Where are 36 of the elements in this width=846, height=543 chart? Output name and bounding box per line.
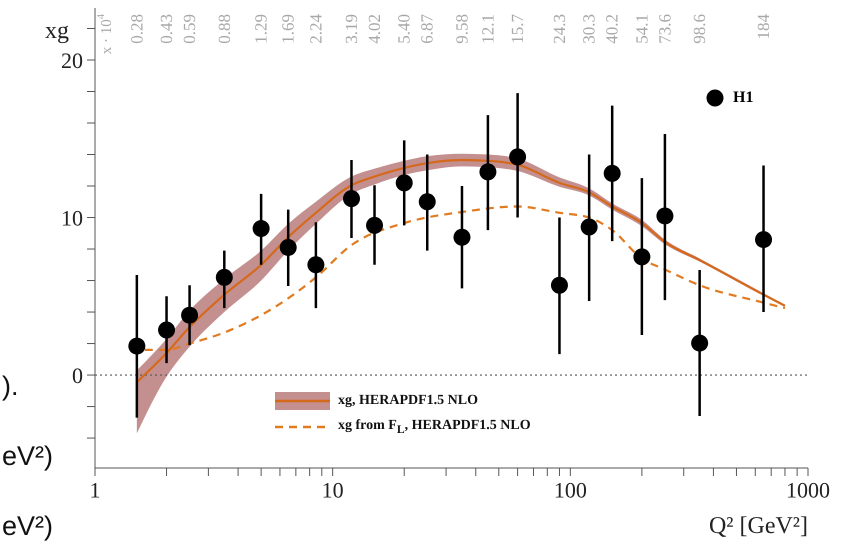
annotation: 0.88 — [214, 14, 234, 44]
x-tick-label: 1000 — [786, 478, 830, 503]
legend-label: H1 — [733, 89, 754, 107]
annotation: 15.7 — [508, 14, 528, 44]
annotation: 6.87 — [418, 14, 437, 44]
x-tick-label: 1 — [90, 478, 100, 503]
x-tick-label: 10 — [322, 478, 344, 503]
annotation: 5.40 — [394, 14, 414, 44]
annotation: 184 — [754, 14, 774, 40]
annotation: 1.69 — [278, 14, 298, 44]
y-tick-label: 10 — [61, 205, 83, 230]
text: eV²) — [2, 441, 54, 471]
annotation: 54.1 — [632, 14, 652, 44]
annotation: 24.3 — [550, 14, 569, 44]
y-tick-label: 0 — [72, 362, 83, 388]
annotation: 4.02 — [365, 14, 384, 44]
y-tick-label: 20 — [61, 48, 83, 73]
annotation: 98.6 — [690, 14, 710, 44]
annotation: 12.1 — [478, 14, 498, 44]
annotation: 30.3 — [580, 14, 599, 44]
legend-label: xg, HERAPDF1.5 NLO — [338, 393, 478, 409]
annotation: 2.24 — [306, 14, 326, 44]
annotation: 1.29 — [252, 14, 271, 44]
annotation: 0.43 — [157, 14, 176, 44]
annotation: 3.19 — [342, 14, 361, 44]
annotation: 0.28 — [127, 14, 146, 44]
annotation: 73.6 — [655, 14, 674, 44]
annotation: 9.58 — [452, 14, 472, 44]
x-axis-title: Q² [GeV²] — [708, 513, 808, 539]
annotation: 40.2 — [602, 14, 622, 44]
legend-label: xg from F$_{L}$, HERAPDF1.5 NLO — [338, 418, 531, 436]
text: ). — [2, 371, 18, 401]
x-tick-label: 100 — [554, 478, 587, 503]
y-axis-title: xg — [45, 18, 69, 44]
text: eV²) — [2, 511, 54, 541]
annotation: 0.59 — [180, 14, 200, 44]
